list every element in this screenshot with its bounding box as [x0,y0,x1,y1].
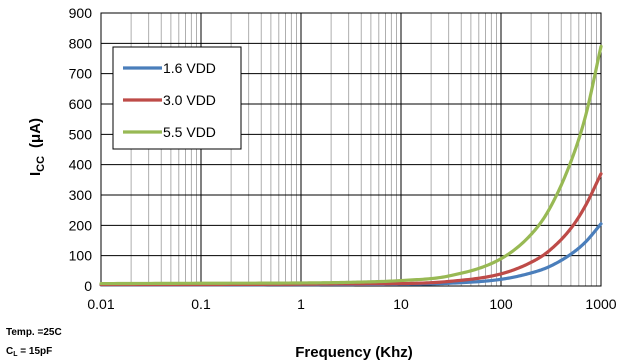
x-tick-label: 0.01 [87,296,114,312]
legend-label-3-0-vdd: 3.0 VDD [163,92,216,108]
series-lines [99,44,603,287]
x-tick-label: 1 [297,296,305,312]
y-tick-label: 600 [69,96,93,112]
legend-label-5-5-vdd: 5.5 VDD [163,124,216,140]
y-axis-tick-labels: 0 100 200 300 400 500 600 700 800 900 [69,5,93,294]
y-tick-label: 500 [69,126,93,142]
x-tick-label: 0.1 [191,296,211,312]
legend-entries: 1.6 VDD 3.0 VDD 5.5 VDD [123,60,216,140]
y-axis-title-unit: (μA) [27,118,44,148]
y-tick-label: 100 [69,248,93,264]
series-line-5-5-vdd [99,44,603,286]
x-tick-label: 1000 [585,296,616,312]
y-axis-title: ICC (μA) [27,118,47,176]
y-tick-label: 400 [69,157,93,173]
y-tick-label: 0 [84,278,92,294]
x-tick-label: 10 [393,296,409,312]
x-axis-title: Frequency (Khz) [295,344,413,361]
x-axis-tick-labels: 0.01 0.1 1 10 100 1000 [87,296,616,312]
y-axis-title-subscript: CC [35,156,47,172]
y-axis-title-main: I [27,172,44,176]
load-capacitance-symbol: C [6,346,13,357]
y-tick-label: 200 [69,217,93,233]
load-capacitance-subscript: L [13,351,18,358]
load-capacitance-value: = 15pF [18,346,53,357]
temperature-condition: Temp. =25C [6,327,62,338]
y-tick-label: 800 [69,35,93,51]
legend: 1.6 VDD 3.0 VDD 5.5 VDD [112,46,242,150]
y-tick-label: 300 [69,187,93,203]
load-capacitance-condition: CL = 15pF [6,346,52,358]
y-tick-label: 900 [69,5,93,21]
legend-label-1-6-vdd: 1.6 VDD [163,60,216,76]
y-tick-label: 700 [69,66,93,82]
x-tick-label: 100 [489,296,513,312]
